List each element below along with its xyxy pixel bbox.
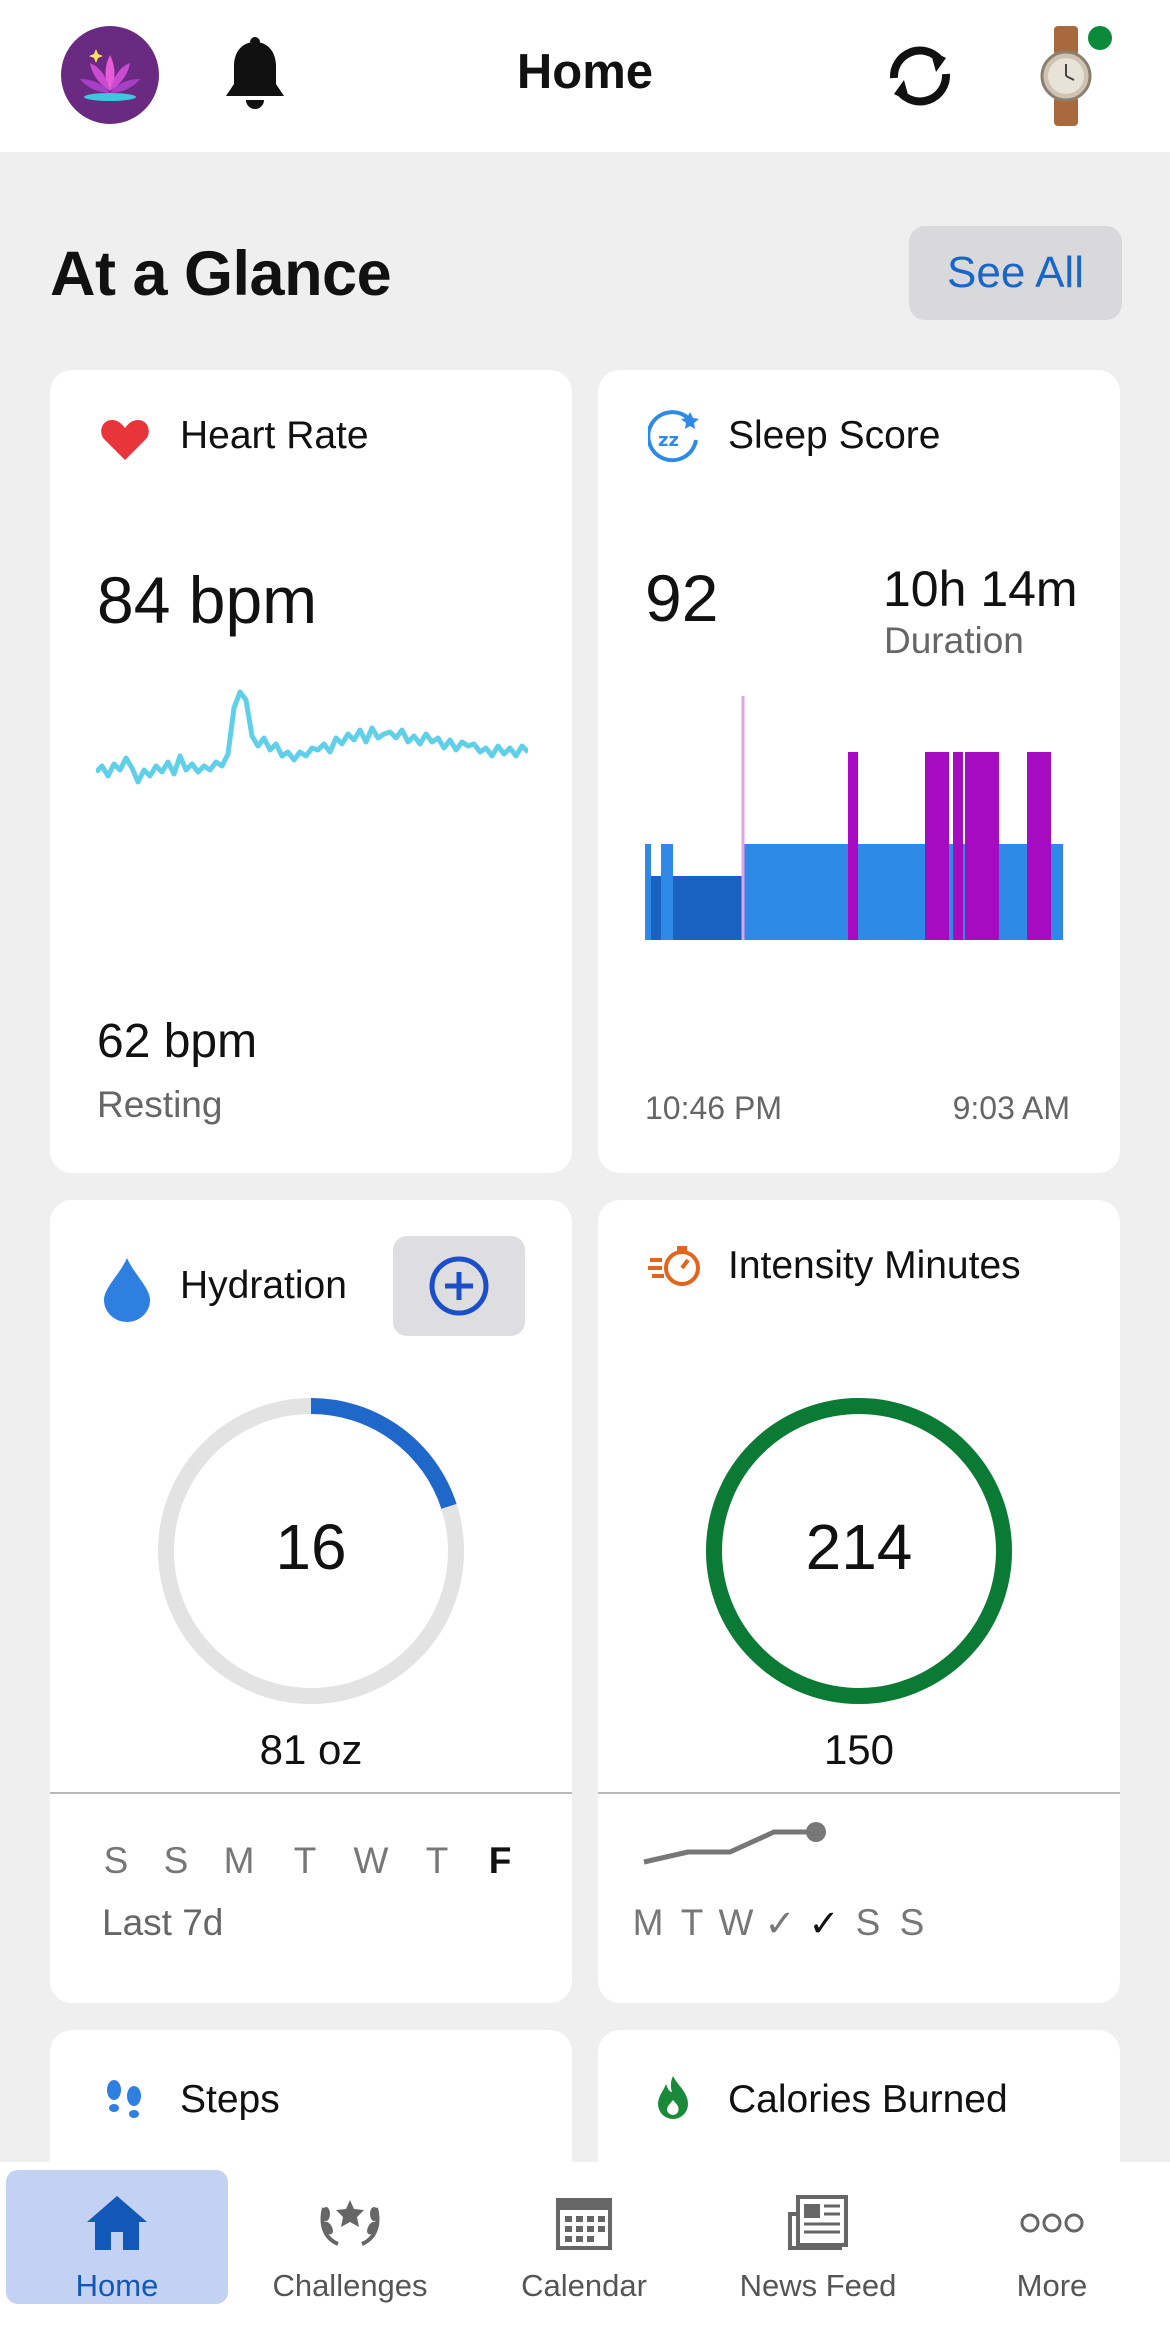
day-check-current: ✓ bbox=[808, 1903, 840, 1944]
nav-label: Calendar bbox=[521, 2268, 647, 2303]
hydration-value: 16 bbox=[275, 1511, 347, 1583]
sleep-rem-segment bbox=[925, 752, 949, 940]
sleep-light-segment bbox=[661, 844, 673, 940]
hydration-week-days: S S M T W T F bbox=[86, 1840, 530, 1882]
hydration-title: Hydration bbox=[180, 1264, 347, 1307]
lotus-icon bbox=[80, 49, 140, 101]
heart-rate-line-chart bbox=[96, 689, 528, 785]
day-label: T bbox=[293, 1840, 317, 1881]
footsteps-icon bbox=[104, 2078, 144, 2127]
page-title: Home bbox=[516, 45, 654, 99]
watch-icon[interactable] bbox=[1028, 24, 1104, 128]
sleep-light-segment bbox=[645, 844, 651, 940]
section-title: At a Glance bbox=[50, 239, 392, 309]
top-bar: Home bbox=[0, 0, 1170, 152]
nav-challenges[interactable]: Challenges bbox=[239, 2170, 461, 2304]
hydration-card[interactable]: Hydration 16 81 oz S S M T W T F Last 7d bbox=[50, 1200, 572, 2003]
sleep-duration-label: Duration bbox=[884, 620, 1024, 661]
sleep-score-value: 92 bbox=[645, 561, 719, 635]
day-label: M bbox=[632, 1902, 664, 1943]
sleep-rem-segment bbox=[1027, 752, 1051, 940]
sleep-rem-segment bbox=[965, 752, 999, 940]
see-all-button[interactable]: See All bbox=[909, 226, 1122, 320]
heart-icon bbox=[100, 418, 150, 467]
intensity-week-days: M T W ✓ ✓ S S bbox=[626, 1902, 934, 1945]
newspaper-icon bbox=[785, 2194, 851, 2252]
calendar-icon bbox=[551, 2194, 617, 2252]
nav-label: Challenges bbox=[272, 2268, 428, 2303]
heart-rate-current: 84 bpm bbox=[97, 563, 318, 637]
sync-icon[interactable] bbox=[878, 34, 962, 118]
sleep-rem-segment bbox=[953, 752, 963, 940]
day-label: M bbox=[223, 1840, 255, 1881]
device-status-dot bbox=[1088, 26, 1112, 50]
sleep-end-time: 9:03 AM bbox=[952, 1090, 1070, 1126]
resting-heart-rate-label: Resting bbox=[97, 1084, 223, 1125]
heart-rate-card[interactable]: Heart Rate 84 bpm 62 bpm Resting bbox=[50, 370, 572, 1173]
hydration-period-label: Last 7d bbox=[102, 1902, 224, 1943]
stopwatch-icon bbox=[648, 1244, 704, 1293]
sleep-score-card[interactable]: zz Sleep Score 92 10h 14m Duration 10:46… bbox=[598, 370, 1120, 1173]
flame-icon bbox=[656, 2074, 690, 2125]
steps-title: Steps bbox=[180, 2078, 280, 2121]
plus-circle-icon bbox=[429, 1256, 489, 1316]
day-label-current: F bbox=[488, 1840, 512, 1881]
heart-rate-title: Heart Rate bbox=[180, 414, 369, 457]
more-icon bbox=[1019, 2194, 1085, 2252]
sleep-score-title: Sleep Score bbox=[728, 414, 941, 457]
add-hydration-button[interactable] bbox=[393, 1236, 525, 1336]
intensity-value: 214 bbox=[805, 1511, 913, 1583]
intensity-weekly-trend bbox=[643, 1822, 826, 1865]
home-icon bbox=[84, 2194, 150, 2252]
sleep-deep-segment bbox=[651, 876, 661, 940]
nav-home[interactable]: Home bbox=[6, 2170, 228, 2304]
day-label: W bbox=[353, 1840, 389, 1881]
bell-icon[interactable] bbox=[220, 36, 290, 116]
nav-more[interactable]: More bbox=[941, 2170, 1163, 2304]
day-label: S bbox=[103, 1840, 129, 1881]
profile-avatar[interactable] bbox=[61, 26, 159, 124]
sleep-duration-value: 10h 14m bbox=[883, 561, 1078, 617]
intensity-minutes-title: Intensity Minutes bbox=[728, 1244, 1021, 1287]
day-label: S bbox=[899, 1902, 925, 1943]
intensity-minutes-card[interactable]: Intensity Minutes 214 150 M T W ✓ ✓ S S bbox=[598, 1200, 1120, 2003]
nav-label: News Feed bbox=[739, 2268, 897, 2303]
nav-calendar[interactable]: Calendar bbox=[473, 2170, 695, 2304]
sleep-start-time: 10:46 PM bbox=[645, 1090, 782, 1126]
sleep-icon: zz bbox=[646, 410, 702, 469]
divider bbox=[50, 1792, 572, 1794]
day-label: W bbox=[718, 1902, 754, 1943]
intensity-goal: 150 bbox=[823, 1726, 895, 1773]
resting-heart-rate-value: 62 bpm bbox=[97, 1015, 258, 1068]
water-drop-icon bbox=[102, 1256, 152, 1327]
hydration-goal: 81 oz bbox=[259, 1726, 363, 1773]
nav-label: Home bbox=[75, 2268, 159, 2303]
day-check: ✓ bbox=[764, 1903, 796, 1944]
calories-title: Calories Burned bbox=[728, 2078, 1008, 2121]
svg-text:zz: zz bbox=[658, 430, 679, 451]
sleep-stages-chart bbox=[645, 696, 1063, 940]
nav-news-feed[interactable]: News Feed bbox=[707, 2170, 929, 2304]
day-label: T bbox=[680, 1902, 704, 1943]
sleep-deep-segment bbox=[673, 876, 743, 940]
sleep-light-segment bbox=[743, 844, 1063, 940]
sleep-rem-segment bbox=[848, 752, 858, 940]
day-label: T bbox=[425, 1840, 449, 1881]
bottom-nav: Home Challenges bbox=[0, 2162, 1170, 2351]
day-label: S bbox=[163, 1840, 189, 1881]
hydration-progress-ring bbox=[158, 1398, 464, 1704]
laurel-icon bbox=[317, 2194, 383, 2252]
nav-label: More bbox=[1016, 2268, 1088, 2303]
day-label: S bbox=[855, 1902, 881, 1943]
intensity-progress-ring bbox=[706, 1398, 1012, 1704]
divider bbox=[598, 1792, 1120, 1794]
